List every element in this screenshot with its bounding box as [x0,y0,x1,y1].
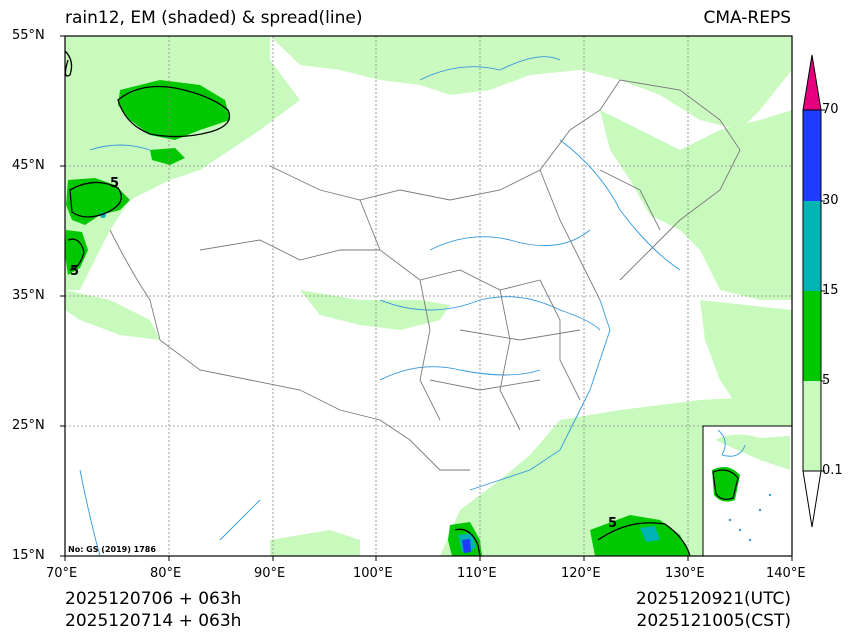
contour-labels: 5 5 5 [70,176,617,531]
colorbar-segment-15-30 [803,201,821,291]
lon-label-70: 70°E [46,566,78,581]
lon-label-90: 90°E [254,566,286,581]
model-name: CMA-REPS [703,8,791,28]
colorbar [802,54,825,528]
borders [109,79,741,471]
colorbar-bottom-arrow [802,470,822,528]
rivers-coastline [79,56,681,556]
colorbar-segment-30-70 [803,110,821,201]
contour-label-3: 5 [608,516,617,531]
map-title: rain12, EM (shaded) & spread(line) [65,8,363,28]
contour-label-2: 5 [70,264,79,279]
gridlines [65,36,792,556]
lat-label-15: 15°N [12,548,45,563]
lon-label-100: 100°E [353,566,393,581]
colorbar-label-0.1: 0.1 [822,463,843,478]
lon-label-140: 140°E [766,566,806,581]
valid-time-utc: 2025120921(UTC) [635,589,791,609]
contour-label-1: 5 [110,176,119,191]
axis-ticks [60,35,793,561]
lat-label-45: 45°N [12,158,45,173]
colorbar-segment-0.1-5 [803,381,821,471]
colorbar-label-70: 70 [822,102,839,117]
colorbar-top-arrow [802,54,822,111]
init-time-cst: 2025120714 + 063h [65,611,242,631]
lon-label-120: 120°E [561,566,601,581]
lat-label-35: 35°N [12,288,45,303]
lon-label-130: 130°E [665,566,705,581]
colorbar-segment-5-15 [803,291,821,381]
lon-label-80: 80°E [150,566,182,581]
colorbar-label-30: 30 [822,193,839,208]
map-approval-note: No: GS (2019) 1786 [68,545,156,554]
inset-map [702,425,793,557]
colorbar-label-5: 5 [822,373,831,388]
lat-label-55: 55°N [12,28,45,43]
lon-label-110: 110°E [457,566,497,581]
valid-time-cst: 2025121005(CST) [636,611,791,631]
lat-label-25: 25°N [12,418,45,433]
colorbar-label-15: 15 [822,283,839,298]
init-time-utc: 2025120706 + 063h [65,589,242,609]
